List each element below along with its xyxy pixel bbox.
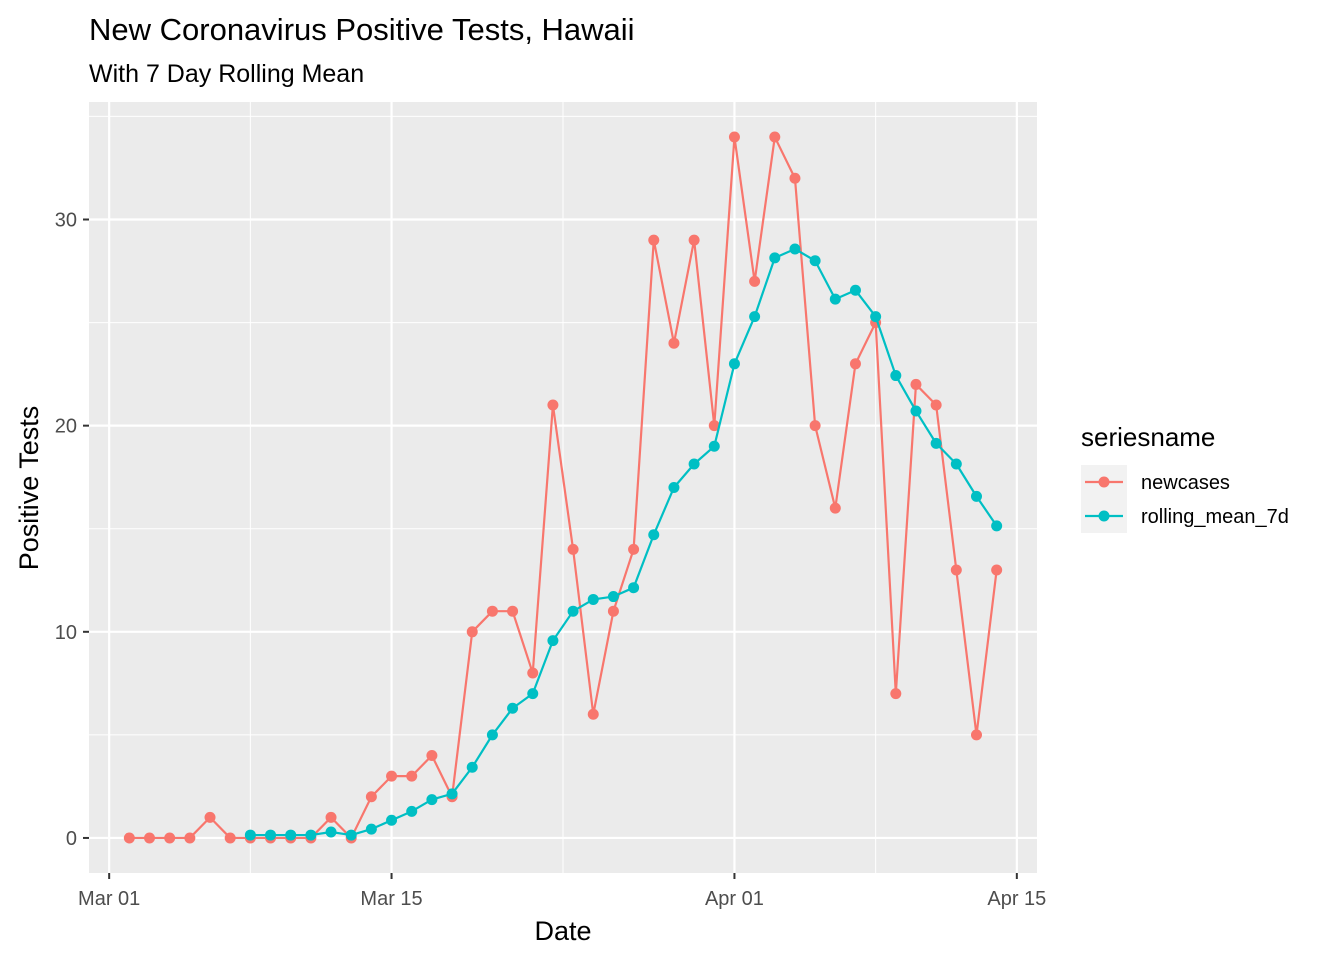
data-point-newcases — [587, 708, 599, 720]
data-point-newcases — [386, 770, 398, 782]
data-point-rolling-mean-7d — [789, 243, 801, 255]
data-point-newcases — [728, 131, 740, 143]
series-layer — [123, 131, 1003, 844]
data-point-rolling-mean-7d — [970, 490, 982, 502]
data-point-rolling-mean-7d — [406, 805, 418, 817]
data-point-rolling-mean-7d — [507, 702, 519, 714]
data-point-rolling-mean-7d — [486, 729, 498, 741]
x-axis: Mar 01 Mar 15 Apr 01 Apr 15 — [78, 873, 1046, 910]
x-axis-title: Date — [534, 916, 591, 946]
data-point-rolling-mean-7d — [809, 255, 821, 267]
data-point-rolling-mean-7d — [991, 520, 1003, 532]
data-point-rolling-mean-7d — [426, 794, 438, 806]
legend-key-point-rolling-mean-7d — [1098, 510, 1110, 522]
data-point-rolling-mean-7d — [244, 829, 256, 841]
y-tick-label: 10 — [55, 622, 77, 644]
data-point-newcases — [668, 337, 680, 349]
data-point-newcases — [789, 172, 801, 184]
data-point-rolling-mean-7d — [749, 311, 761, 323]
legend-key-point-newcases — [1098, 476, 1110, 488]
data-point-newcases — [486, 605, 498, 617]
data-point-rolling-mean-7d — [628, 582, 640, 594]
data-point-newcases — [527, 667, 539, 679]
data-point-rolling-mean-7d — [930, 437, 942, 449]
data-point-newcases — [970, 729, 982, 741]
legend-label-rolling-mean-7d: rolling_mean_7d — [1141, 506, 1289, 528]
data-point-newcases — [930, 399, 942, 411]
data-point-newcases — [708, 420, 720, 432]
data-point-rolling-mean-7d — [829, 293, 841, 305]
data-point-newcases — [688, 234, 700, 246]
data-point-rolling-mean-7d — [446, 788, 458, 800]
y-axis: 0 10 20 30 — [55, 210, 89, 850]
y-tick-label: 20 — [55, 416, 77, 438]
data-point-newcases — [164, 832, 176, 844]
y-tick-label: 30 — [55, 210, 77, 232]
data-point-rolling-mean-7d — [466, 761, 478, 773]
data-point-newcases — [567, 543, 579, 555]
data-point-rolling-mean-7d — [890, 370, 902, 382]
data-point-newcases — [426, 749, 438, 761]
legend: seriesname newcases rolling_mean_7d — [1081, 422, 1289, 533]
data-point-newcases — [910, 378, 922, 390]
data-point-rolling-mean-7d — [688, 458, 700, 470]
data-point-rolling-mean-7d — [547, 635, 559, 647]
data-point-newcases — [648, 234, 660, 246]
legend-items: newcases rolling_mean_7d — [1081, 465, 1289, 533]
data-point-rolling-mean-7d — [849, 284, 861, 296]
data-point-newcases — [406, 770, 418, 782]
legend-label-newcases: newcases — [1141, 472, 1230, 494]
data-point-rolling-mean-7d — [305, 829, 317, 841]
legend-title: seriesname — [1081, 422, 1215, 452]
data-point-rolling-mean-7d — [365, 823, 377, 835]
x-tick-label: Mar 15 — [360, 888, 422, 910]
data-point-newcases — [466, 626, 478, 638]
data-point-newcases — [184, 832, 196, 844]
data-point-rolling-mean-7d — [950, 458, 962, 470]
data-point-newcases — [123, 832, 135, 844]
data-point-newcases — [607, 605, 619, 617]
data-point-rolling-mean-7d — [910, 405, 922, 417]
y-axis-title: Positive Tests — [14, 406, 44, 571]
data-point-rolling-mean-7d — [769, 252, 781, 264]
data-point-newcases — [890, 688, 902, 700]
data-point-newcases — [325, 811, 337, 823]
data-point-rolling-mean-7d — [325, 826, 337, 838]
chart-title: New Coronavirus Positive Tests, Hawaii — [89, 12, 635, 47]
data-point-newcases — [628, 543, 640, 555]
data-point-rolling-mean-7d — [607, 591, 619, 603]
data-point-newcases — [547, 399, 559, 411]
y-tick-label: 0 — [66, 828, 77, 850]
minor-gridlines — [89, 102, 1037, 873]
data-point-newcases — [749, 275, 761, 287]
data-point-rolling-mean-7d — [728, 358, 740, 370]
data-point-newcases — [224, 832, 236, 844]
data-point-newcases — [950, 564, 962, 576]
data-point-rolling-mean-7d — [648, 529, 660, 541]
data-point-newcases — [507, 605, 519, 617]
data-point-newcases — [829, 502, 841, 514]
data-point-rolling-mean-7d — [265, 829, 277, 841]
data-point-newcases — [849, 358, 861, 370]
x-tick-label: Apr 01 — [705, 888, 764, 910]
data-point-newcases — [991, 564, 1003, 576]
data-point-rolling-mean-7d — [708, 440, 720, 452]
data-point-rolling-mean-7d — [870, 311, 882, 323]
data-point-rolling-mean-7d — [386, 814, 398, 826]
data-point-rolling-mean-7d — [668, 482, 680, 493]
data-point-newcases — [204, 811, 216, 823]
x-tick-label: Mar 01 — [78, 888, 140, 910]
data-point-newcases — [365, 791, 377, 803]
data-point-newcases — [809, 420, 821, 432]
data-point-rolling-mean-7d — [527, 688, 539, 700]
data-point-rolling-mean-7d — [567, 605, 579, 617]
data-point-rolling-mean-7d — [345, 829, 357, 841]
data-point-newcases — [769, 131, 781, 143]
data-point-rolling-mean-7d — [285, 829, 297, 841]
x-tick-label: Apr 15 — [987, 888, 1046, 910]
data-point-rolling-mean-7d — [587, 593, 599, 605]
chart-subtitle: With 7 Day Rolling Mean — [89, 60, 364, 88]
data-point-newcases — [144, 832, 156, 844]
